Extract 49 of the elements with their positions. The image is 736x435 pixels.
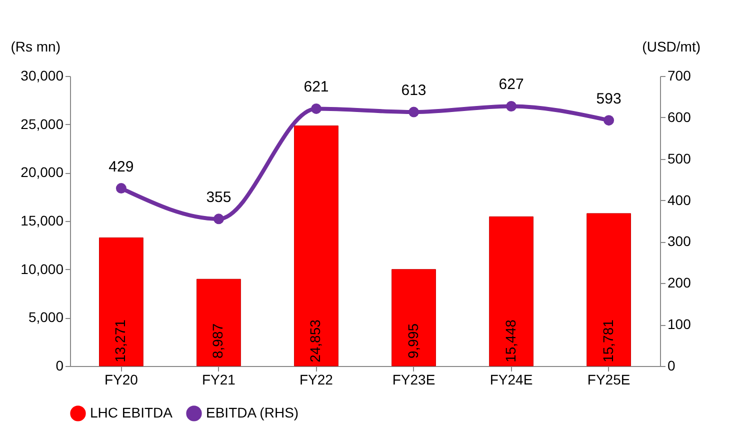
y-tick-label: 30,000 [20,68,64,84]
data-label: 15,781 [600,319,616,362]
y2-tick-label: 700 [668,68,692,84]
bar [489,216,534,366]
y2-tick-label: 200 [668,274,692,291]
data-label: 13,271 [112,319,128,362]
y2-tick-label: 300 [668,233,692,250]
bar [294,126,338,366]
y-tick-label: 25,000 [20,116,64,132]
point [116,183,126,194]
y2-tick-label: 400 [668,192,692,208]
bar [392,269,436,366]
y-tick-label: 15,000 [20,212,64,228]
data-label: 627 [498,76,524,94]
data-label: 9,995 [404,323,421,359]
x-tick-label: FY23E [392,372,436,388]
y-tick-label: 5,000 [28,309,64,326]
y2-tick-label: 500 [668,150,692,166]
data-label: 15,448 [502,319,518,362]
point [506,101,517,112]
bar [586,213,631,366]
y2-tick-label: 0 [668,358,676,374]
x-tick-label: FY22 [300,372,334,388]
point [310,103,322,114]
data-label: 593 [596,90,622,108]
data-label: 355 [206,188,232,206]
data-label: 621 [304,78,329,96]
bar [196,278,241,366]
data-label: 8,987 [210,323,226,359]
legend-label: EBITDA (RHS) [206,404,299,420]
y-tick-label: 20,000 [20,164,64,180]
point [604,115,614,126]
point [213,214,224,224]
point [408,106,420,118]
y2-axis-title: (USD/mt) [642,38,700,54]
x-tick-label: FY24E [490,372,533,388]
bar [99,237,144,366]
x-tick-label: FY21 [202,372,236,388]
data-label: 429 [108,158,134,176]
data-label: 613 [401,82,426,100]
y-tick-label: 10,000 [20,260,64,277]
x-tick-label: FY20 [104,372,138,388]
y-tick-label: 0 [56,358,64,374]
x-tick-label: FY25E [587,372,630,388]
y2-tick-label: 600 [668,108,692,125]
y-axis-title: (Rs mn) [10,38,60,54]
y2-tick-label: 100 [668,316,692,332]
legend-label: LHC EBITDA [90,404,174,420]
data-label: 24,853 [307,319,324,362]
